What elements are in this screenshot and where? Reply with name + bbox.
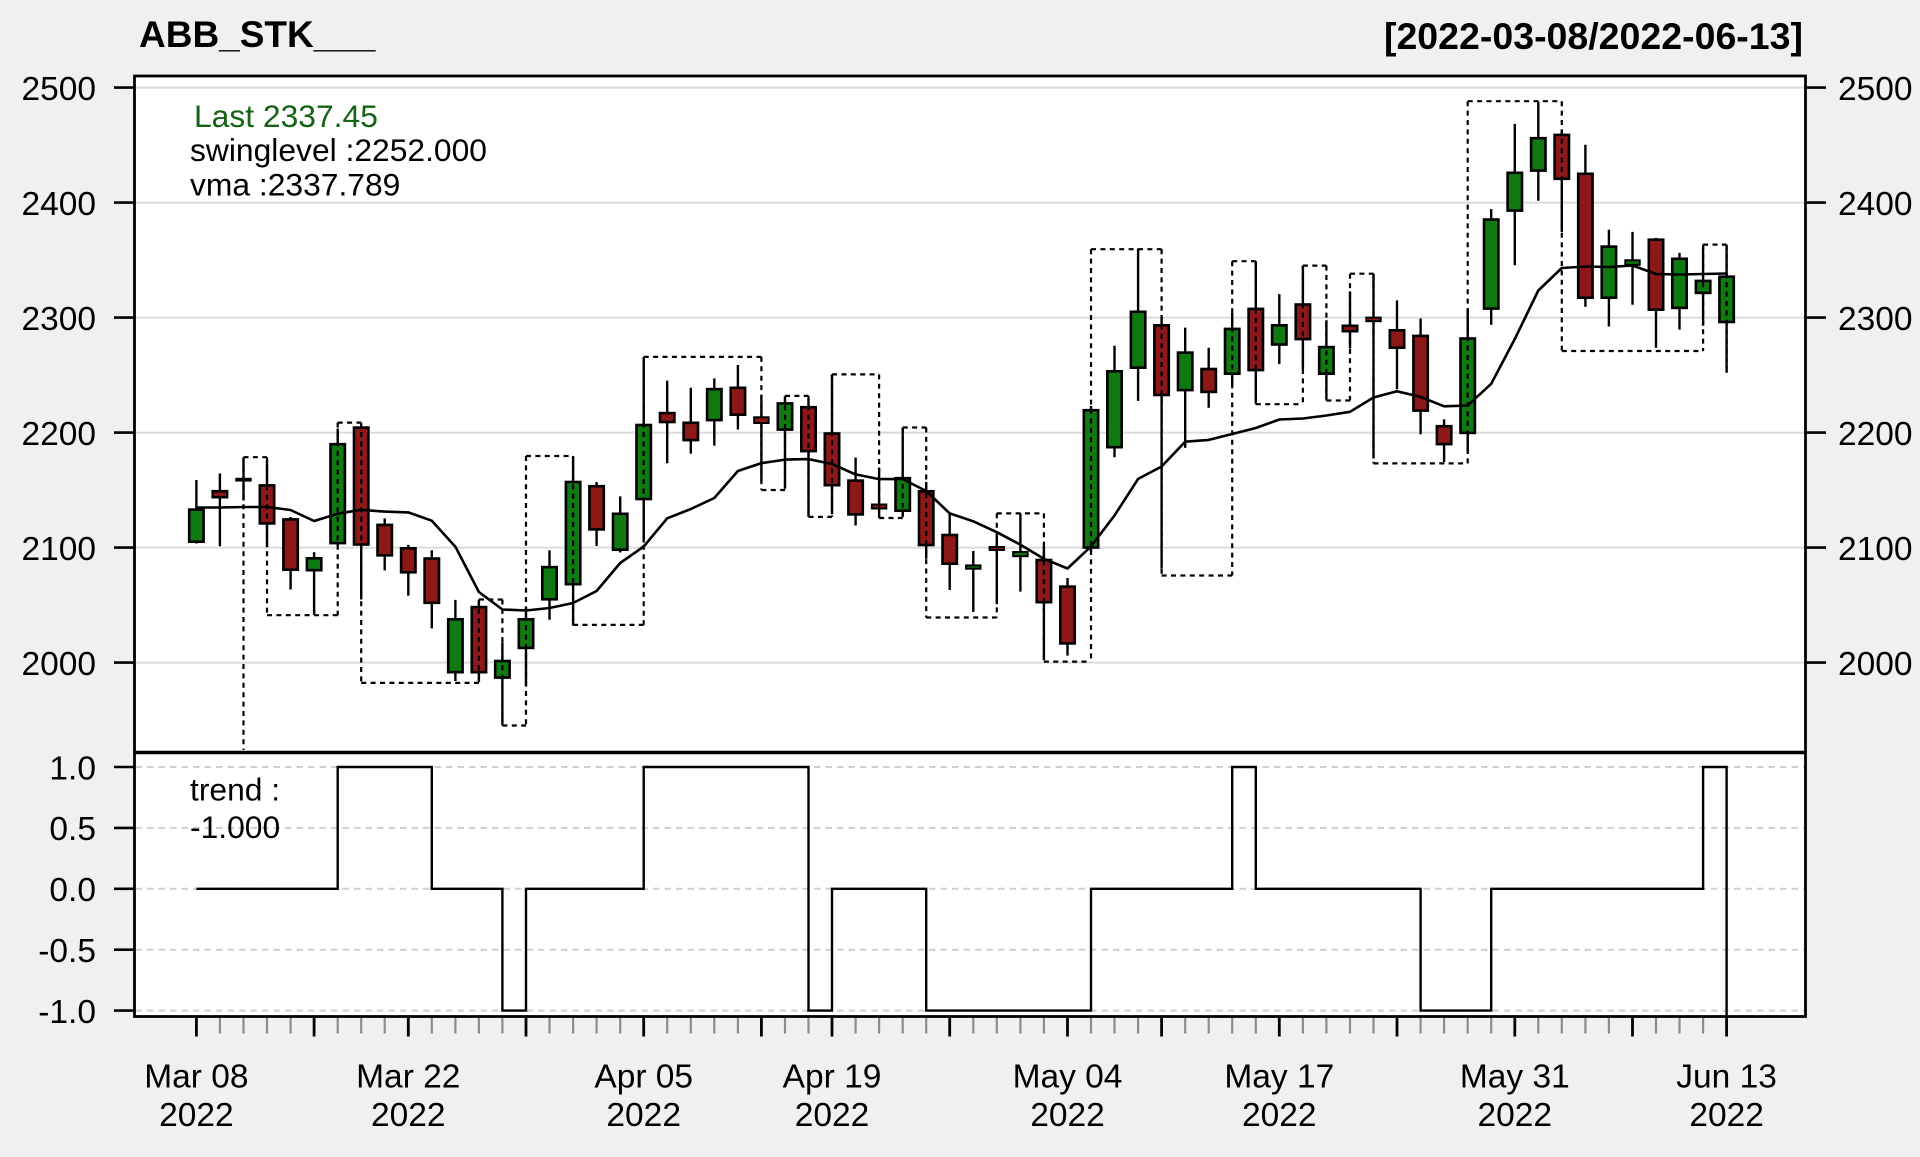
svg-text:2022: 2022 <box>371 1097 446 1134</box>
svg-text:May 17: May 17 <box>1224 1059 1334 1096</box>
svg-text:2500: 2500 <box>1838 71 1913 108</box>
svg-text:2022: 2022 <box>606 1097 681 1134</box>
svg-text:2022: 2022 <box>1242 1097 1317 1134</box>
svg-text:2022: 2022 <box>159 1097 234 1134</box>
svg-text:May 04: May 04 <box>1013 1059 1123 1096</box>
svg-text:ABB_STK___: ABB_STK___ <box>139 14 376 55</box>
svg-text:vma :2337.789: vma :2337.789 <box>190 166 400 202</box>
svg-text:2400: 2400 <box>21 186 96 223</box>
svg-text:Mar 08: Mar 08 <box>144 1059 248 1096</box>
svg-text:Apr 05: Apr 05 <box>594 1059 693 1096</box>
svg-text:-1.0: -1.0 <box>38 994 96 1031</box>
svg-text:2022: 2022 <box>795 1097 870 1134</box>
svg-text:Last 2337.45: Last 2337.45 <box>194 98 378 134</box>
svg-text:Apr 19: Apr 19 <box>783 1059 882 1096</box>
svg-text:2100: 2100 <box>21 531 96 568</box>
svg-text:2000: 2000 <box>1838 646 1913 683</box>
svg-text:2022: 2022 <box>1478 1097 1553 1134</box>
svg-text:2300: 2300 <box>21 301 96 338</box>
svg-text:2022: 2022 <box>1030 1097 1105 1134</box>
svg-text:-0.5: -0.5 <box>38 933 96 970</box>
svg-text:Jun 13: Jun 13 <box>1676 1059 1777 1096</box>
svg-text:0.0: 0.0 <box>49 872 96 909</box>
svg-text:2022: 2022 <box>1689 1097 1764 1134</box>
svg-text:2200: 2200 <box>21 416 96 453</box>
svg-text:[2022-03-08/2022-06-13]: [2022-03-08/2022-06-13] <box>1384 15 1803 57</box>
svg-text:1.0: 1.0 <box>49 750 96 787</box>
svg-text:May 31: May 31 <box>1460 1059 1570 1096</box>
svg-text:2500: 2500 <box>21 71 96 108</box>
svg-text:2000: 2000 <box>21 646 96 683</box>
svg-text:2200: 2200 <box>1838 416 1913 453</box>
svg-text:trend :: trend : <box>190 772 280 808</box>
svg-text:-1.000: -1.000 <box>190 809 280 845</box>
svg-text:2300: 2300 <box>1838 301 1913 338</box>
svg-text:swinglevel :2252.000: swinglevel :2252.000 <box>190 132 487 168</box>
svg-text:0.5: 0.5 <box>49 811 96 848</box>
svg-text:Mar 22: Mar 22 <box>356 1059 460 1096</box>
svg-text:2100: 2100 <box>1838 531 1913 568</box>
svg-text:2400: 2400 <box>1838 186 1913 223</box>
